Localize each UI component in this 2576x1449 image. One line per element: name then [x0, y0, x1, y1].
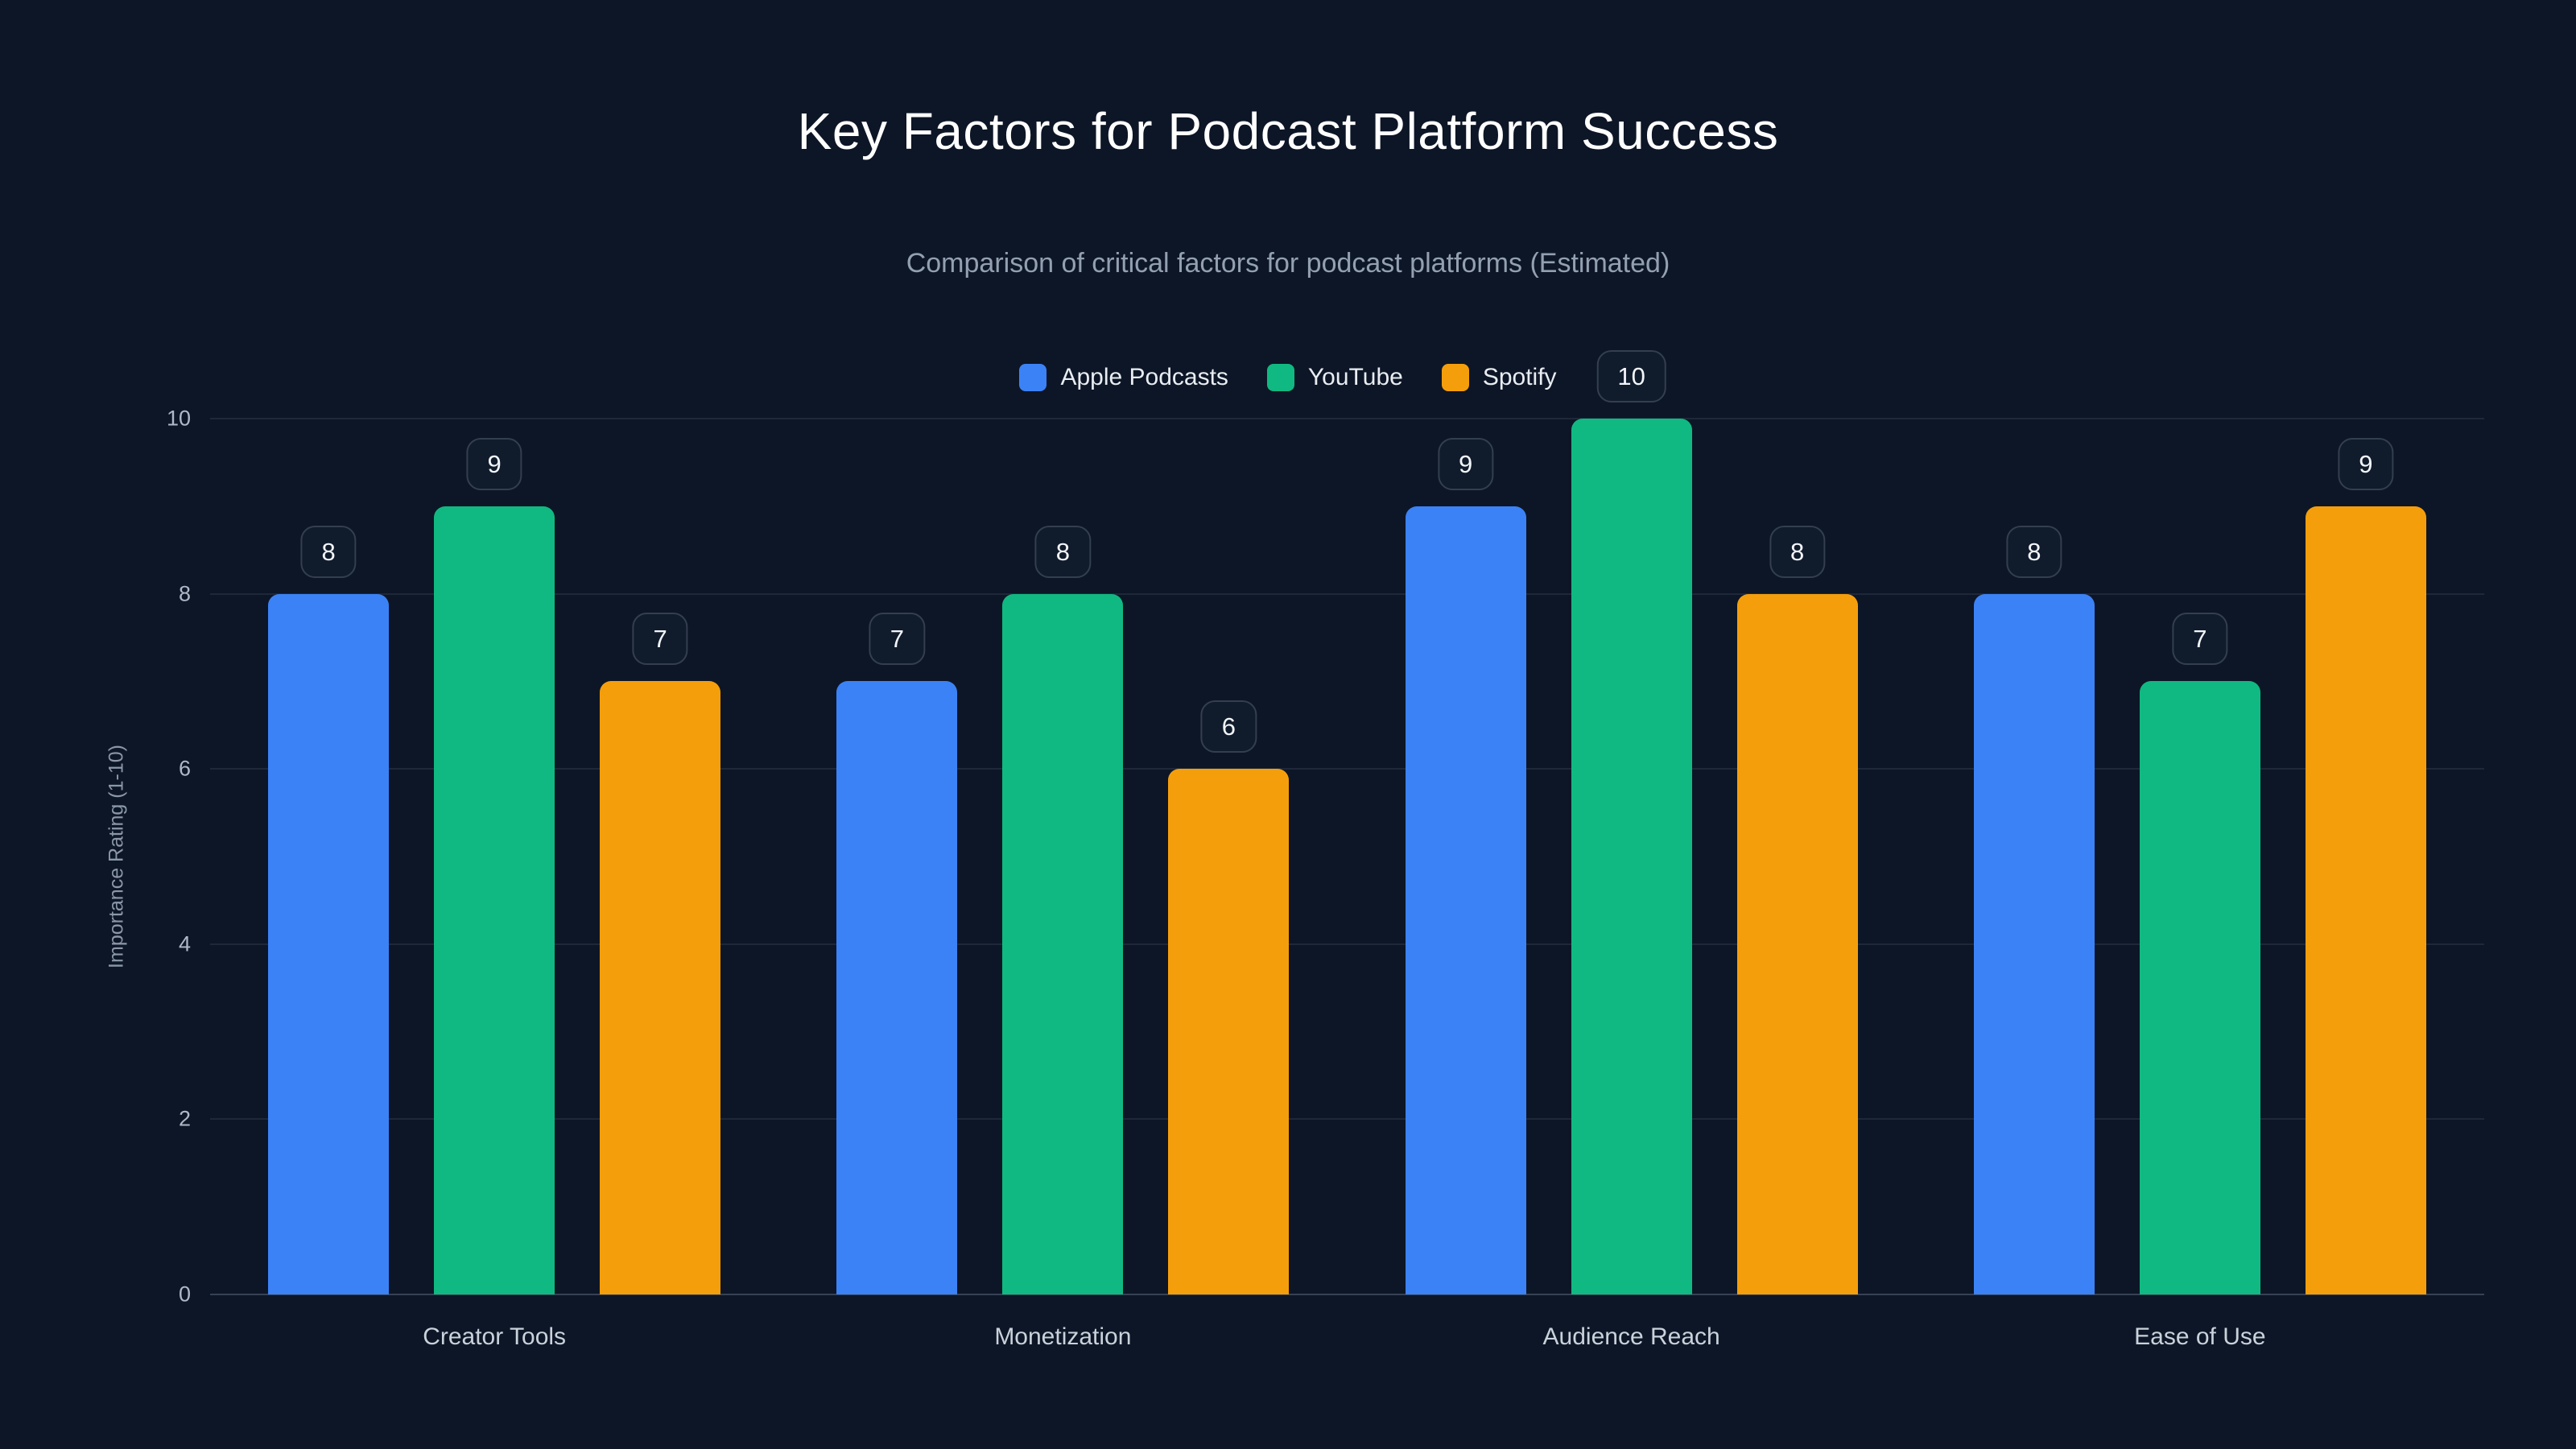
bars: 9 10 8 [1348, 350, 1916, 1294]
bar-apple-podcasts-ease-of-use: 8 [1973, 525, 2095, 1294]
bars: 8 9 7 [210, 419, 778, 1294]
legend-item-apple-podcasts: Apple Podcasts [1019, 364, 1228, 391]
y-tick-label: 6 [178, 756, 191, 781]
value-label: 8 [1769, 525, 1826, 578]
legend-label: Spotify [1482, 364, 1557, 390]
y-tick-label: 2 [178, 1106, 191, 1131]
chart-subtitle: Comparison of critical factors for podca… [906, 248, 1670, 279]
bar-apple-podcasts-monetization: 7 [836, 613, 958, 1294]
category-label: Creator Tools [423, 1323, 567, 1350]
bar-spotify-creator-tools: 7 [600, 613, 721, 1294]
bars: 8 7 9 [1916, 419, 2484, 1294]
gridline [210, 768, 2484, 770]
value-label: 7 [2172, 613, 2228, 666]
y-tick-label: 10 [166, 406, 191, 431]
bar-youtube-ease-of-use: 7 [2139, 613, 2260, 1294]
value-label: 9 [466, 437, 522, 490]
legend-swatch-spotify-icon [1441, 364, 1469, 391]
bar-apple-podcasts-audience-reach: 9 [1405, 437, 1526, 1294]
bar-youtube-creator-tools: 9 [434, 437, 555, 1294]
gridline [210, 1118, 2484, 1121]
gridline [210, 1294, 2484, 1295]
bar-group-monetization: 7 8 6 Monetization [778, 419, 1347, 1350]
category-label: Audience Reach [1542, 1323, 1720, 1350]
bar-youtube-audience-reach: 10 [1571, 350, 1692, 1294]
legend-item-spotify: Spotify [1441, 364, 1557, 391]
plot-area: 0 2 4 6 8 10 8 9 7 Creator Tools 7 8 6 Monetization 9… [167, 350, 2484, 1350]
gridline [210, 943, 2484, 945]
bar-group-ease-of-use: 8 7 9 Ease of Use [1916, 419, 2484, 1350]
legend-swatch-apple-podcasts-icon [1019, 364, 1047, 391]
bar-group-audience-reach: 9 10 8 Audience Reach [1348, 350, 1916, 1350]
groups: 8 9 7 Creator Tools 7 8 6 Monetization 9 10 8 Audie… [210, 350, 2484, 1350]
value-label: 9 [1438, 437, 1494, 490]
bar-spotify-monetization: 6 [1168, 700, 1290, 1294]
y-tick-label: 4 [178, 931, 191, 956]
value-label: 8 [2006, 525, 2062, 578]
y-tick-label: 0 [178, 1282, 191, 1307]
category-label: Monetization [994, 1323, 1132, 1350]
bar-apple-podcasts-creator-tools: 8 [268, 525, 390, 1294]
value-label: 7 [869, 613, 925, 666]
grid-layer: 0 2 4 6 8 10 [167, 407, 2484, 1307]
bar-spotify-ease-of-use: 9 [2305, 437, 2426, 1294]
gridline [210, 418, 2484, 419]
legend-item-youtube: YouTube [1266, 364, 1403, 391]
value-label: 6 [1200, 700, 1257, 753]
bar-spotify-audience-reach: 8 [1736, 525, 1858, 1294]
value-label: 10 [1596, 350, 1666, 402]
legend-swatch-youtube-icon [1266, 364, 1294, 391]
y-tick-label: 8 [178, 581, 191, 606]
bar-group-creator-tools: 8 9 7 Creator Tools [210, 419, 778, 1350]
legend-label: YouTube [1307, 364, 1403, 390]
y-axis-title: Importance Rating (1-10) [105, 745, 128, 968]
gridline [210, 592, 2484, 595]
chart-title: Key Factors for Podcast Platform Success [797, 102, 1779, 160]
value-label: 8 [1034, 525, 1091, 578]
bars: 7 8 6 [778, 419, 1347, 1294]
bar-youtube-monetization: 8 [1002, 525, 1124, 1294]
legend: Apple Podcasts YouTube Spotify [0, 364, 2576, 391]
legend-label: Apple Podcasts [1060, 364, 1228, 390]
value-label: 9 [2338, 437, 2394, 490]
value-label: 7 [632, 613, 688, 666]
value-label: 8 [300, 525, 357, 578]
category-label: Ease of Use [2134, 1323, 2266, 1350]
